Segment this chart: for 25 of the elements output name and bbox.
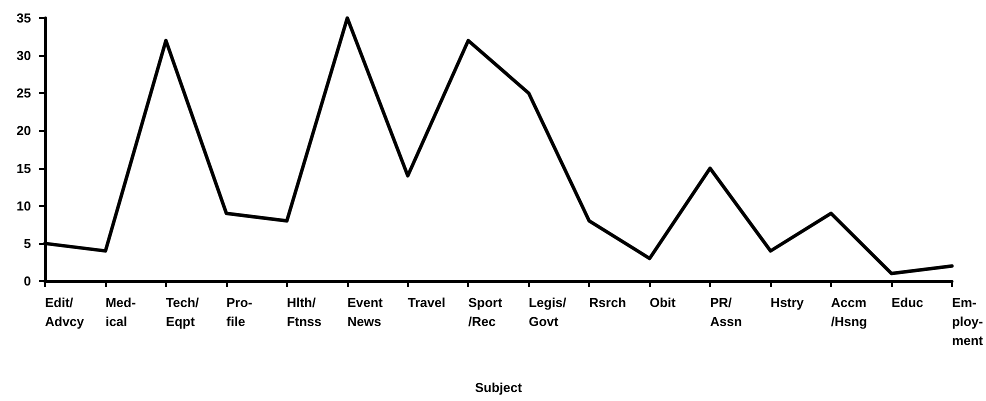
x-tick-label: Sport /Rec	[468, 295, 503, 329]
x-tick-label: PR/ Assn	[710, 295, 742, 329]
x-tick-label: Pro- file	[226, 295, 252, 329]
y-tick-label: 0	[24, 274, 31, 288]
y-tick-label: 35	[16, 10, 31, 26]
x-tick-label: Med- ical	[105, 295, 136, 329]
x-tick-label: Event News	[347, 295, 384, 329]
y-tick-label: 15	[16, 160, 31, 176]
x-tick-label: Accm /Hsng	[831, 295, 868, 329]
x-tick-label: Hlth/ Ftnss	[286, 295, 322, 329]
y-tick-label: 20	[16, 123, 31, 138]
x-tick-label: Obit	[650, 295, 676, 310]
x-tick-label: Travel	[408, 295, 446, 310]
x-tick-label: Hstry	[770, 295, 805, 310]
y-tick-label: 5	[24, 236, 31, 251]
x-tick-label: Tech/ Eqpt	[166, 295, 200, 329]
x-tick-label: Rsrch	[589, 295, 626, 310]
y-tick-label: 10	[16, 198, 31, 214]
x-tick-label: Legis/ Govt	[528, 295, 567, 329]
y-tick-label: 25	[16, 86, 31, 101]
y-tick-label: 30	[16, 48, 31, 64]
x-tick-label: Edit/ Advcy	[45, 295, 85, 329]
x-tick-label: Em- ploy- ment	[952, 295, 984, 348]
x-axis-title: Subject	[474, 380, 523, 395]
x-tick-label: Educ	[891, 295, 924, 310]
